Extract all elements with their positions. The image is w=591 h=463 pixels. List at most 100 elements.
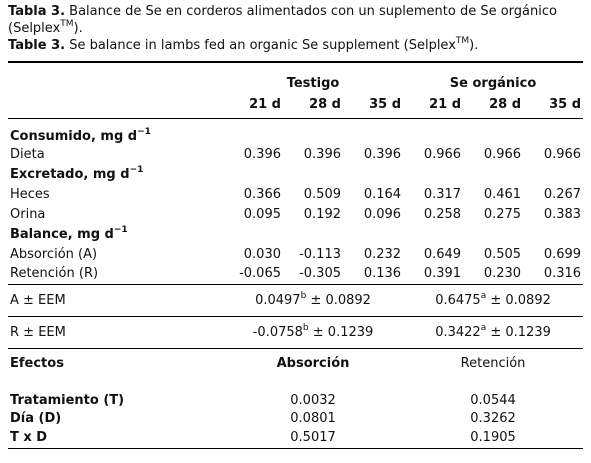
row-label: Orina [10, 206, 46, 222]
table-row: A ± EEM 0.0497b ± 0.0892 0.6475a ± 0.0892 [8, 283, 584, 316]
value-cell: 0.383 [543, 206, 582, 222]
table-row: Orina 0.095 0.192 0.096 0.258 0.275 0.383 [8, 204, 583, 224]
value-cell: -0.065 [239, 266, 281, 282]
section-title-text: Balance, mg d [10, 226, 114, 242]
summary-cell: -0.0758b ± 0.1239 [223, 315, 404, 348]
value-cell: -0.113 [299, 246, 341, 262]
caption-label: Table 3. [8, 38, 66, 53]
value-cell: -0.305 [299, 266, 341, 282]
value-cell: 0.649 [423, 246, 462, 262]
value-cell: 0.232 [363, 246, 402, 262]
effect-value: 0.0032 [290, 393, 336, 408]
caption-text: Balance de Se en corderos alimentados co… [8, 4, 557, 36]
table: Testigo Se orgánico 21 d 28 d 35 d 21 d 28 d 35… [8, 61, 584, 449]
effects-header: Absorción [223, 347, 404, 378]
value-cell: 0.509 [303, 186, 341, 202]
value-cell: 0.396 [363, 146, 402, 162]
value-cell: 0.391 [423, 266, 462, 282]
summary-cell: 0.0497b ± 0.0892 [223, 283, 404, 316]
day-header: 28 d [463, 91, 524, 119]
effect-label: T x D [8, 428, 223, 449]
value-cell: 0.966 [423, 146, 462, 162]
summary-cell: 0.3422a ± 0.1239 [403, 315, 584, 348]
value-cell: 0.096 [363, 206, 402, 222]
value-cell: 0.030 [243, 246, 281, 262]
value-cell: 0.258 [423, 206, 462, 222]
effect-value: 0.0544 [470, 393, 516, 408]
summary-sem: ± 0.1239 [312, 324, 374, 340]
table-row: Retención (R) -0.065 -0.305 0.136 0.391 0.230… [8, 264, 583, 284]
value-cell: 0.095 [243, 206, 281, 222]
effect-value: 0.3262 [470, 410, 516, 426]
day-header: 21 d [223, 91, 283, 119]
row-label: Dieta [10, 146, 45, 162]
summary-mean: 0.3422 [435, 324, 481, 340]
table-row: Heces 0.366 0.509 0.164 0.317 0.461 0.267 [8, 184, 583, 204]
table-row: 21 d 28 d 35 d 21 d 28 d 35 d [8, 91, 584, 119]
table-row: Dieta 0.396 0.396 0.396 0.966 0.966 0.966 [8, 144, 583, 164]
summary-sem: ± 0.1239 [490, 324, 551, 340]
value-cell: 0.317 [423, 186, 462, 202]
summary-sup: a [480, 290, 487, 301]
summary-sem: ± 0.0892 [490, 292, 551, 308]
caption-line: Tabla 3. Balance de Se en corderos alime… [8, 3, 583, 37]
effect-label: Día (D) [10, 410, 62, 426]
table-row: Efectos Absorción Retención [8, 347, 584, 378]
day-header: 35 d [523, 91, 584, 119]
value-cell: 0.699 [543, 246, 582, 262]
section-title-sup: −1 [113, 224, 128, 235]
empty-cell [8, 91, 223, 119]
summary-mean: 0.0497 [255, 292, 301, 308]
row-label: Retención (R) [10, 266, 99, 282]
value-cell: 0.461 [483, 186, 522, 202]
summary-mean: 0.6475 [435, 292, 481, 308]
table-row: Excretado, mg d−1 [8, 164, 583, 184]
row-label: A ± EEM [8, 283, 223, 316]
row-label: Heces [10, 186, 50, 202]
section-title: Balance, mg d−1 [8, 224, 583, 244]
value-cell: 0.966 [483, 146, 522, 162]
section-title-sup: −1 [129, 164, 144, 175]
table-row: Balance, mg d−1 [8, 224, 583, 244]
value-cell: 0.267 [543, 186, 582, 202]
table-row: Día (D) 0.0801 0.3262 [8, 408, 583, 428]
value-cell: 0.396 [243, 146, 281, 162]
caption-sup: TM [60, 19, 74, 29]
summary-sup: b [300, 290, 307, 301]
summary-sup: b [302, 322, 309, 333]
value-cell: 0.192 [303, 206, 341, 222]
caption-line: Table 3. Se balance in lambs fed an orga… [8, 37, 583, 54]
caption-text: Se balance in lambs fed an organic Se su… [69, 38, 456, 53]
table-row: Tratamiento (T) 0.0032 0.0544 [8, 378, 583, 408]
value-cell: 0.164 [363, 186, 402, 202]
day-header: 21 d [403, 91, 464, 119]
value-cell: 0.230 [483, 266, 522, 282]
empty-cell [8, 61, 223, 91]
day-header: 28 d [283, 91, 343, 119]
summary-cell: 0.6475a ± 0.0892 [403, 283, 584, 316]
caption-end: ). [73, 21, 83, 36]
caption-end: ). [469, 38, 479, 53]
section-title: Consumido, mg d−1 [8, 118, 583, 145]
value-cell: 0.366 [243, 186, 281, 202]
effect-label: Tratamiento (T) [10, 393, 125, 408]
value-cell: 0.505 [483, 246, 522, 262]
group-header: Testigo [223, 61, 404, 91]
captions: Tabla 3. Balance de Se en corderos alime… [8, 3, 583, 54]
value-cell: 0.136 [363, 266, 402, 282]
table-row: Testigo Se orgánico [8, 61, 584, 91]
group-header: Se orgánico [403, 61, 584, 91]
day-header: 35 d [343, 91, 404, 119]
section-title-sup: −1 [137, 127, 151, 137]
summary-sem: ± 0.0892 [310, 292, 371, 308]
value-cell: 0.966 [543, 146, 582, 162]
value-cell: 0.396 [303, 146, 341, 162]
effects-header: Efectos [8, 347, 223, 378]
row-label: Absorción (A) [10, 246, 98, 262]
row-label: R ± EEM [8, 315, 223, 348]
effect-value: 0.5017 [223, 428, 404, 449]
value-cell: 0.316 [543, 266, 582, 282]
effects-header: Retención [403, 347, 584, 378]
summary-sup: a [480, 322, 487, 333]
